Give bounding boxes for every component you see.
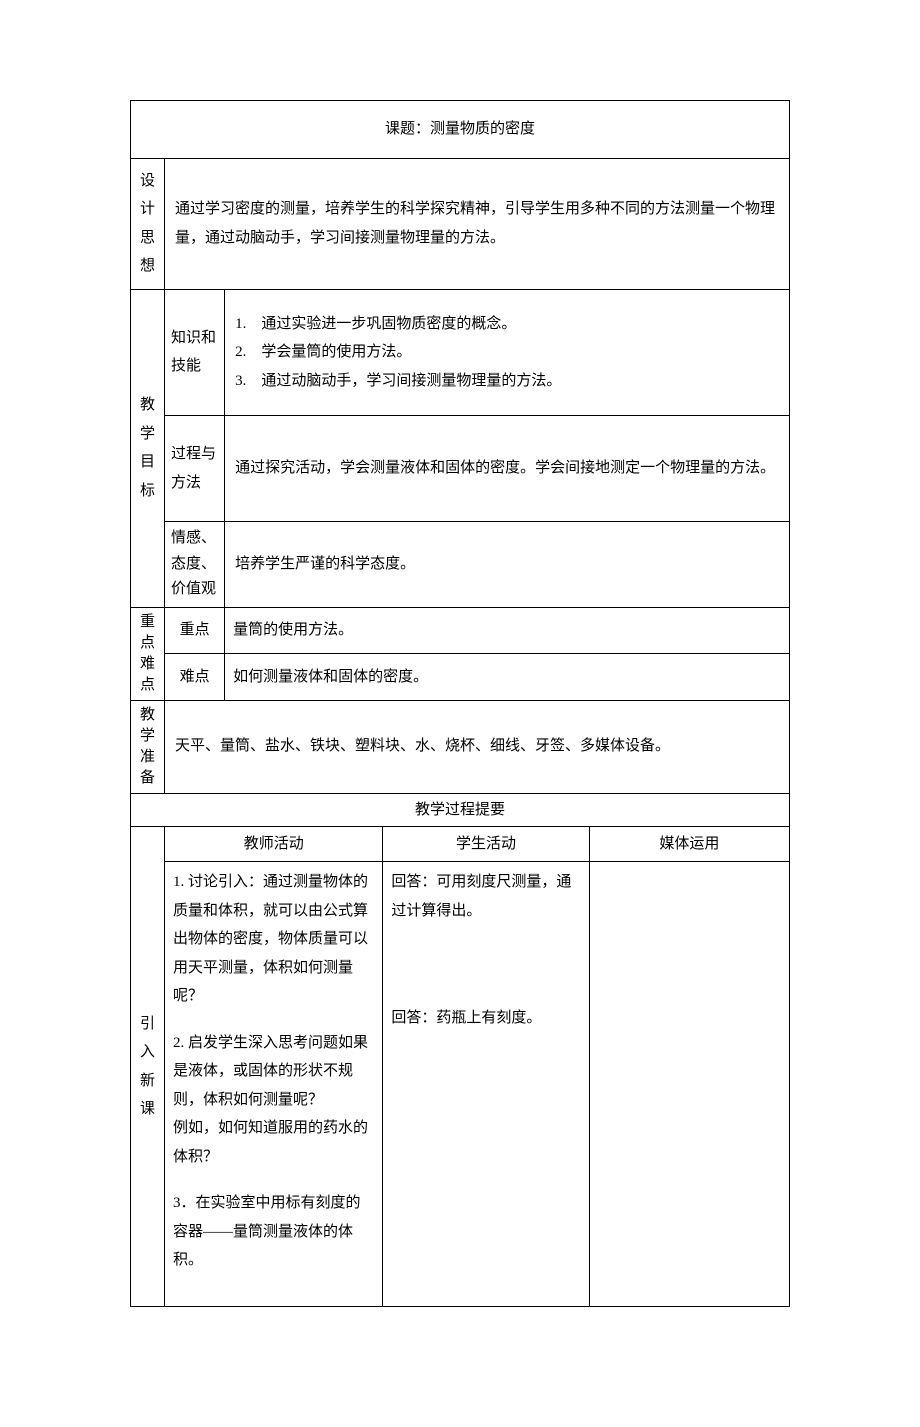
- knowledge-item-3: 3. 通过动脑动手，学习间接测量物理量的方法。: [235, 367, 779, 396]
- intro-label: 引入新课: [131, 827, 165, 1307]
- design-row: 设计思想 通过学习密度的测量，培养学生的科学探究精神，引导学生用多种不同的方法测…: [131, 158, 790, 289]
- col-teacher: 教师活动: [165, 827, 383, 862]
- lesson-plan-table: 课题：测量物质的密度 设计思想 通过学习密度的测量，培养学生的科学探究精神，引导…: [130, 100, 790, 1307]
- keypoints-label: 重点难点: [131, 607, 165, 700]
- student-activity: 回答：可用刻度尺测量，通过计算得出。 回答：药瓶上有刻度。: [383, 862, 589, 1307]
- goal-knowledge-label: 知识和技能: [165, 289, 225, 416]
- keypoint-sub-2: 难点: [165, 654, 225, 701]
- goal-row-knowledge: 教学目标 知识和技能 1. 通过实验进一步巩固物质密度的概念。 2. 学会量筒的…: [131, 289, 790, 416]
- goal-row-attitude: 情感、态度、价值观 培养学生严谨的科学态度。: [131, 522, 790, 608]
- goal-row-process: 过程与方法 通过探究活动，学会测量液体和固体的密度。学会间接地测定一个物理量的方…: [131, 416, 790, 522]
- process-header: 教学过程提要: [131, 793, 790, 827]
- keypoint-row-2: 难点 如何测量液体和固体的密度。: [131, 654, 790, 701]
- goal-process-content: 通过探究活动，学会测量液体和固体的密度。学会间接地测定一个物理量的方法。: [225, 416, 790, 522]
- title-row: 课题：测量物质的密度: [131, 101, 790, 159]
- teacher-activity: 1. 讨论引入：通过测量物体的质量和体积，就可以由公式算出物体的密度，物体质量可…: [165, 862, 383, 1307]
- goals-label: 教学目标: [131, 289, 165, 607]
- teacher-block-1: 1. 讨论引入：通过测量物体的质量和体积，就可以由公式算出物体的密度，物体质量可…: [173, 868, 374, 1011]
- prep-content: 天平、量筒、盐水、铁块、塑料块、水、烧杯、细线、牙签、多媒体设备。: [165, 700, 790, 793]
- keypoint-sub-1: 重点: [165, 607, 225, 654]
- goal-attitude-label: 情感、态度、价值观: [165, 522, 225, 608]
- intro-content-row: 1. 讨论引入：通过测量物体的质量和体积，就可以由公式算出物体的密度，物体质量可…: [131, 862, 790, 1307]
- student-block-1: 回答：可用刻度尺测量，通过计算得出。: [391, 868, 580, 986]
- goal-knowledge-content: 1. 通过实验进一步巩固物质密度的概念。 2. 学会量筒的使用方法。 3. 通过…: [225, 289, 790, 416]
- knowledge-item-2: 2. 学会量筒的使用方法。: [235, 338, 779, 367]
- keypoint-content-1: 量筒的使用方法。: [225, 607, 790, 654]
- keypoint-content-2: 如何测量液体和固体的密度。: [225, 654, 790, 701]
- col-media: 媒体运用: [589, 827, 789, 862]
- goal-process-label: 过程与方法: [165, 416, 225, 522]
- col-student: 学生活动: [383, 827, 589, 862]
- keypoint-row-1: 重点难点 重点 量筒的使用方法。: [131, 607, 790, 654]
- design-label: 设计思想: [131, 158, 165, 289]
- process-header-row: 教学过程提要: [131, 793, 790, 827]
- goal-attitude-content: 培养学生严谨的科学态度。: [225, 522, 790, 608]
- prep-label: 教学准备: [131, 700, 165, 793]
- media-usage: [589, 862, 789, 1307]
- student-block-2: 回答：药瓶上有刻度。: [391, 1004, 580, 1033]
- teacher-block-3: 3．在实验室中用标有刻度的容器——量筒测量液体的体积。: [173, 1189, 374, 1275]
- prep-row: 教学准备 天平、量筒、盐水、铁块、塑料块、水、烧杯、细线、牙签、多媒体设备。: [131, 700, 790, 793]
- lesson-title: 课题：测量物质的密度: [131, 101, 790, 159]
- process-columns-row: 引入新课 教师活动 学生活动 媒体运用: [131, 827, 790, 862]
- design-content: 通过学习密度的测量，培养学生的科学探究精神，引导学生用多种不同的方法测量一个物理…: [165, 158, 790, 289]
- knowledge-item-1: 1. 通过实验进一步巩固物质密度的概念。: [235, 310, 779, 339]
- teacher-block-2: 2. 启发学生深入思考问题如果是液体，或固体的形状不规则，体积如何测量呢？ 例如…: [173, 1029, 374, 1172]
